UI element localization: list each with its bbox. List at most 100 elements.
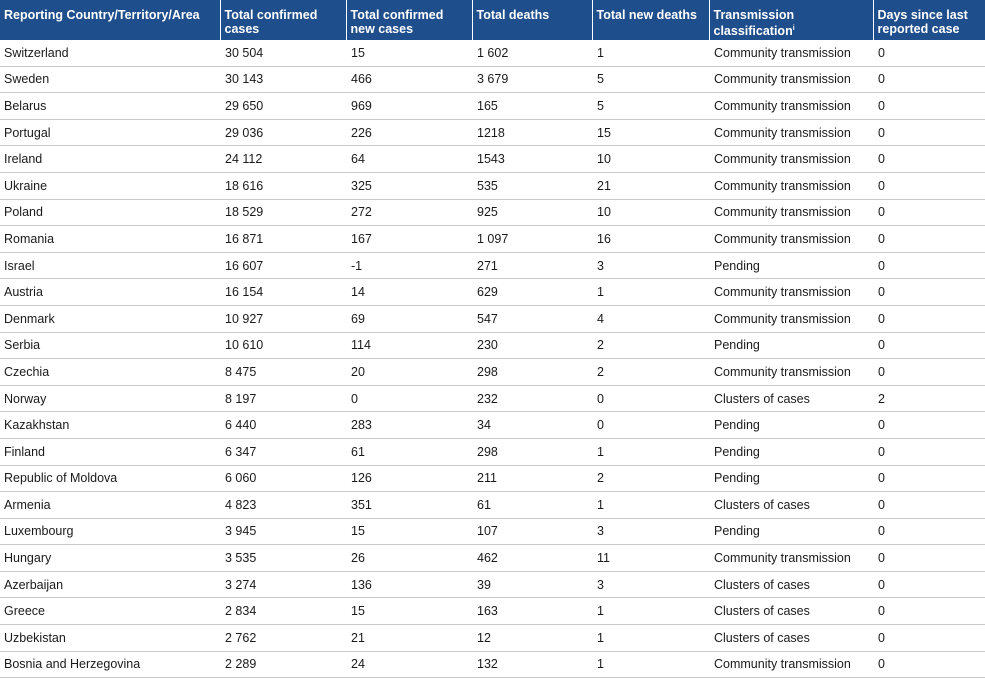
cell-transmission-classification: Pending (709, 332, 873, 360)
cell-total-confirmed-new-cases: 14 (346, 278, 472, 306)
cell-days-since-last-case: 0 (873, 119, 985, 147)
cell-country: Sweden (0, 66, 220, 94)
cell-country: Greece (0, 597, 220, 626)
cell-total-deaths: 107 (472, 518, 592, 546)
table-body: Switzerland 30 504 15 1 602 1 Community trans… (0, 40, 985, 679)
table-row: Kazakhstan 6 440 283 34 0 Pending 0 (0, 411, 985, 439)
cell-days-since-last-case: 0 (873, 358, 985, 386)
cell-total-confirmed-cases: 3 945 (220, 518, 346, 546)
table-row: Romania 16 871 167 1 097 16 Community transmi… (0, 225, 985, 253)
cell-total-confirmed-new-cases: 15 (346, 518, 472, 546)
cell-transmission-classification: Community transmission (709, 358, 873, 386)
cell-total-new-deaths: 11 (592, 544, 709, 572)
cell-total-new-deaths: 0 (592, 411, 709, 439)
table-row: Azerbaijan 3 274 136 39 3 Clusters of cases 0 (0, 571, 985, 599)
header-total-new-deaths: Total new deaths (591, 0, 709, 40)
cell-country: Azerbaijan (0, 571, 220, 599)
cell-total-confirmed-new-cases: 272 (346, 199, 472, 227)
table-row: Switzerland 30 504 15 1 602 1 Community trans… (0, 40, 985, 67)
cell-total-deaths: 1 097 (472, 225, 592, 253)
cell-total-confirmed-new-cases: 15 (346, 597, 472, 626)
cell-total-confirmed-cases: 2 834 (220, 597, 346, 626)
cell-total-confirmed-cases: 10 927 (220, 305, 346, 333)
cell-total-confirmed-cases: 16 607 (220, 252, 346, 280)
cell-total-deaths: 629 (472, 278, 592, 306)
table-row: Portugal 29 036 226 1218 15 Community transmi… (0, 119, 985, 147)
cell-total-new-deaths: 2 (592, 465, 709, 493)
table-row: Czechia 8 475 20 298 2 Community transmission… (0, 358, 985, 386)
cell-total-confirmed-new-cases: 126 (346, 465, 472, 493)
cell-total-confirmed-new-cases: 0 (346, 385, 472, 413)
cell-total-deaths: 165 (472, 92, 592, 120)
cell-transmission-classification: Community transmission (709, 40, 873, 67)
cell-total-new-deaths: 10 (592, 145, 709, 173)
table-row: Poland 18 529 272 925 10 Community transmissi… (0, 199, 985, 227)
cell-days-since-last-case: 0 (873, 278, 985, 306)
cell-total-new-deaths: 15 (592, 119, 709, 147)
table-row: Denmark 10 927 69 547 4 Community transmissio… (0, 305, 985, 333)
table-row: Republic of Moldova 6 060 126 211 2 Pending 0 (0, 465, 985, 493)
cell-total-confirmed-cases: 24 112 (220, 145, 346, 173)
cell-days-since-last-case: 0 (873, 332, 985, 360)
cell-country: Belarus (0, 92, 220, 120)
cell-total-confirmed-new-cases: 325 (346, 172, 472, 200)
cell-total-new-deaths: 3 (592, 518, 709, 546)
cell-transmission-classification: Clusters of cases (709, 385, 873, 413)
cell-country: Norway (0, 385, 220, 413)
cell-country: Austria (0, 278, 220, 306)
cell-days-since-last-case: 0 (873, 518, 985, 546)
cell-total-new-deaths: 16 (592, 225, 709, 253)
cell-total-new-deaths: 1 (592, 40, 709, 67)
cell-country: Poland (0, 199, 220, 227)
cell-total-confirmed-new-cases: 136 (346, 571, 472, 599)
cell-total-confirmed-new-cases: 24 (346, 651, 472, 679)
cell-total-deaths: 298 (472, 358, 592, 386)
cell-total-confirmed-cases: 18 529 (220, 199, 346, 227)
cell-total-deaths: 230 (472, 332, 592, 360)
cell-total-confirmed-cases: 8 475 (220, 358, 346, 386)
header-total-confirmed-new-cases: Total confirmed new cases (345, 0, 472, 40)
cell-days-since-last-case: 0 (873, 252, 985, 280)
cell-transmission-classification: Clusters of cases (709, 571, 873, 599)
table-row: Greece 2 834 15 163 1 Clusters of cases 0 (0, 597, 985, 626)
cell-total-confirmed-cases: 6 060 (220, 465, 346, 493)
cell-total-deaths: 39 (472, 571, 592, 599)
cell-total-deaths: 535 (472, 172, 592, 200)
cell-days-since-last-case: 0 (873, 305, 985, 333)
cell-country: Portugal (0, 119, 220, 147)
cell-total-deaths: 547 (472, 305, 592, 333)
cell-total-deaths: 1543 (472, 145, 592, 173)
cell-total-confirmed-cases: 4 823 (220, 491, 346, 519)
cell-total-confirmed-cases: 18 616 (220, 172, 346, 200)
footnote-mark: i (792, 25, 795, 32)
cell-total-deaths: 1218 (472, 119, 592, 147)
cell-total-new-deaths: 2 (592, 332, 709, 360)
cell-total-confirmed-cases: 3 274 (220, 571, 346, 599)
cell-total-new-deaths: 10 (592, 199, 709, 227)
table-row: Norway 8 197 0 232 0 Clusters of cases 2 (0, 385, 985, 413)
cell-total-deaths: 298 (472, 438, 592, 466)
cell-total-confirmed-cases: 2 762 (220, 624, 346, 652)
cell-total-confirmed-cases: 16 154 (220, 278, 346, 306)
cell-total-confirmed-new-cases: -1 (346, 252, 472, 280)
cell-total-deaths: 232 (472, 385, 592, 413)
cell-total-new-deaths: 4 (592, 305, 709, 333)
cell-total-new-deaths: 1 (592, 491, 709, 519)
cell-total-confirmed-cases: 30 504 (220, 40, 346, 67)
cell-transmission-classification: Pending (709, 465, 873, 493)
cell-total-confirmed-new-cases: 466 (346, 66, 472, 94)
cell-total-confirmed-new-cases: 283 (346, 411, 472, 439)
cell-total-confirmed-new-cases: 26 (346, 544, 472, 572)
cell-total-deaths: 34 (472, 411, 592, 439)
cell-total-deaths: 163 (472, 597, 592, 626)
cell-transmission-classification: Community transmission (709, 199, 873, 227)
cell-total-confirmed-new-cases: 15 (346, 40, 472, 67)
cell-country: Ukraine (0, 172, 220, 200)
cell-total-confirmed-new-cases: 351 (346, 491, 472, 519)
cell-total-new-deaths: 21 (592, 172, 709, 200)
cell-transmission-classification: Clusters of cases (709, 597, 873, 626)
cell-country: Ireland (0, 145, 220, 173)
table-row: Sweden 30 143 466 3 679 5 Community transmiss… (0, 66, 985, 94)
cell-days-since-last-case: 0 (873, 597, 985, 626)
cell-transmission-classification: Community transmission (709, 544, 873, 572)
